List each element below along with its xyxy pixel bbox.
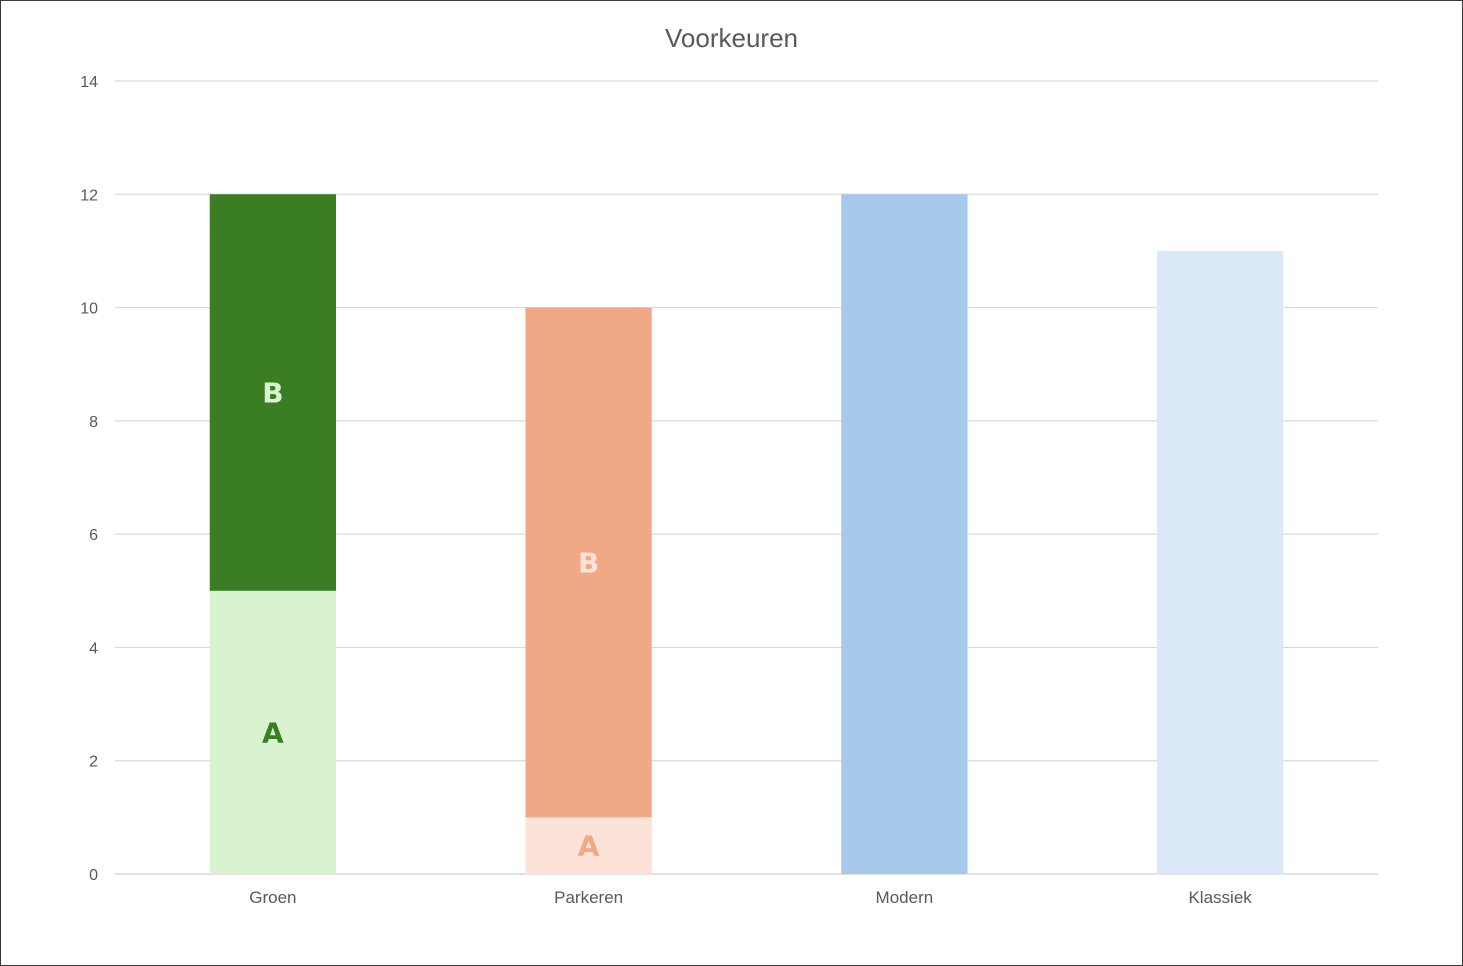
bar-segment-groen-a xyxy=(209,590,337,874)
x-category-label: Modern xyxy=(876,888,934,907)
y-tick-label: 6 xyxy=(89,527,98,544)
segment-label: B xyxy=(578,546,599,579)
bar-segment-groen-b xyxy=(209,194,337,591)
x-category-label: Klassiek xyxy=(1188,888,1252,907)
bar-segment-parkeren-a xyxy=(525,817,652,874)
chart-title: Voorkeuren xyxy=(665,23,798,53)
bar-segment-parkeren-b xyxy=(525,307,652,818)
y-tick-label: 2 xyxy=(89,754,98,771)
x-category-label: Groen xyxy=(249,888,296,907)
segment-label: A xyxy=(262,716,284,749)
y-tick-label: 0 xyxy=(89,867,98,884)
x-category-label: Parkeren xyxy=(554,888,623,907)
segment-label: B xyxy=(262,377,283,410)
y-tick-label: 12 xyxy=(80,187,98,204)
y-tick-label: 10 xyxy=(80,301,98,318)
bar-segment-modern xyxy=(841,194,968,875)
y-tick-label: 4 xyxy=(89,640,98,657)
y-tick-label: 8 xyxy=(89,414,98,431)
bar-segment-klassiek xyxy=(1156,250,1284,874)
y-tick-label: 14 xyxy=(80,74,98,91)
segment-label: A xyxy=(578,830,600,863)
